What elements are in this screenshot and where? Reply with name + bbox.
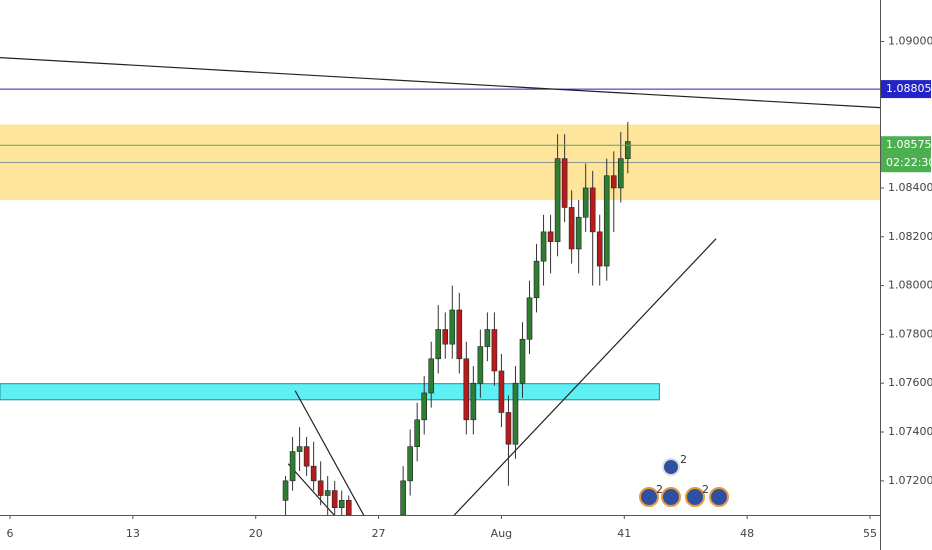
trend-line [287,463,335,515]
price-label: 1.08575 [886,138,932,151]
candle-body [463,358,470,421]
candle-body [310,465,317,482]
candle-body [470,382,477,421]
event-icon[interactable] [685,487,705,507]
candle-body [449,309,456,345]
event-icon[interactable] [662,458,680,476]
candle-body [589,187,596,233]
candle-body [282,480,289,501]
candle-body [575,216,582,250]
candle-body [568,207,575,250]
candle-body [317,480,324,496]
trend-line [453,238,717,515]
y-tick-label: 1.08000 [888,279,932,292]
candle-body [324,490,331,496]
candle-body [338,500,345,508]
candle-body [414,419,420,447]
plot-area [0,57,880,515]
candle-body [582,187,589,218]
candle-body [561,158,568,208]
candle-body [505,412,512,445]
candle-body [428,358,435,394]
countdown: 02:22:30 [886,156,932,169]
event-count: 2 [702,483,709,496]
candle-body [435,329,442,360]
candle-body [610,175,617,189]
event-icons: 2 2 2 [639,453,729,507]
y-tick-label: 1.07400 [888,425,932,438]
level-label-box [881,80,931,99]
candle-body [303,446,310,467]
x-tick-label: 13 [126,527,140,540]
candle-body [456,309,463,360]
candle-body [289,451,296,482]
trend-line [294,390,365,515]
candle-body [491,329,498,372]
event-count: 2 [680,453,687,466]
candle-body [421,392,428,421]
event-icon[interactable] [709,487,729,507]
candle-body [512,382,519,445]
y-tick-label: 1.07800 [888,327,932,340]
y-tick-label: 1.07200 [888,474,932,487]
candle-body [603,175,610,267]
y-tick-label: 1.07600 [888,376,932,389]
x-tick-label: 48 [740,527,754,540]
level-label: 1.08805 [886,82,932,95]
y-tick-label: 1.08400 [888,181,932,194]
y-tick-label: 1.08200 [888,230,932,243]
candle-body [407,446,413,482]
candle-body [331,490,338,508]
candle-body [547,231,554,242]
candle-body [442,329,449,345]
candle-body [596,231,603,267]
candle-body [617,158,624,189]
candle-body [554,158,561,242]
candle-body [624,141,631,159]
x-tick-label: 6 [7,527,14,540]
event-icon[interactable] [661,487,681,507]
price-label-box [881,136,931,173]
candle-body [400,480,406,515]
candle-body [540,231,547,262]
zone [0,383,660,401]
candle-body [296,446,303,452]
candle-body [526,297,533,340]
event-icon[interactable] [639,487,659,507]
candle-body [484,329,491,347]
candle-body [345,500,352,515]
candle-body [533,260,540,299]
x-tick-label: 41 [617,527,631,540]
x-tick-label: Aug [491,527,512,540]
y-tick-label: 1.09000 [888,34,932,47]
axes: 1.09000 1.08400 1.08200 1.08000 1.07800 1.076… [7,34,932,540]
trend-line [0,57,880,109]
x-tick-label: 55 [863,527,877,540]
candle-body [498,370,505,413]
x-tick-label: 20 [249,527,263,540]
event-count: 2 [656,483,663,496]
candle-body [477,346,484,384]
x-tick-label: 27 [372,527,386,540]
candle-body [519,338,526,384]
